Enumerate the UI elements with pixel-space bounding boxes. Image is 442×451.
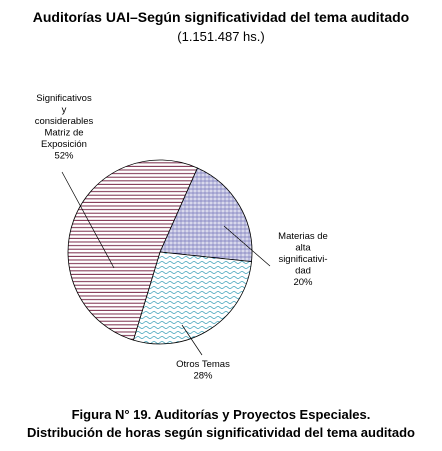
- slice-significativos: [67, 159, 198, 341]
- slice-materias-alta: [159, 167, 253, 263]
- leader-line: [223, 225, 271, 267]
- slice-label: Otros Temas 28%: [176, 359, 230, 382]
- chart-title: Auditorías UAI–Según significatividad de…: [32, 9, 410, 25]
- chart-subtitle: (1.151.487 hs.): [177, 29, 265, 44]
- figure-caption-line2: Distribución de horas según significativ…: [27, 425, 415, 440]
- leader-line: [181, 324, 203, 356]
- slice-otros-temas: [132, 251, 252, 345]
- figure-caption-line1: Figura N° 19. Auditorías y Proyectos Esp…: [71, 407, 371, 422]
- slice-label: Significativos y considerables Matriz de Exp…: [35, 93, 94, 162]
- slice-label: Materias de alta significativi-dad 20%: [278, 231, 328, 288]
- leader-line: [61, 171, 115, 269]
